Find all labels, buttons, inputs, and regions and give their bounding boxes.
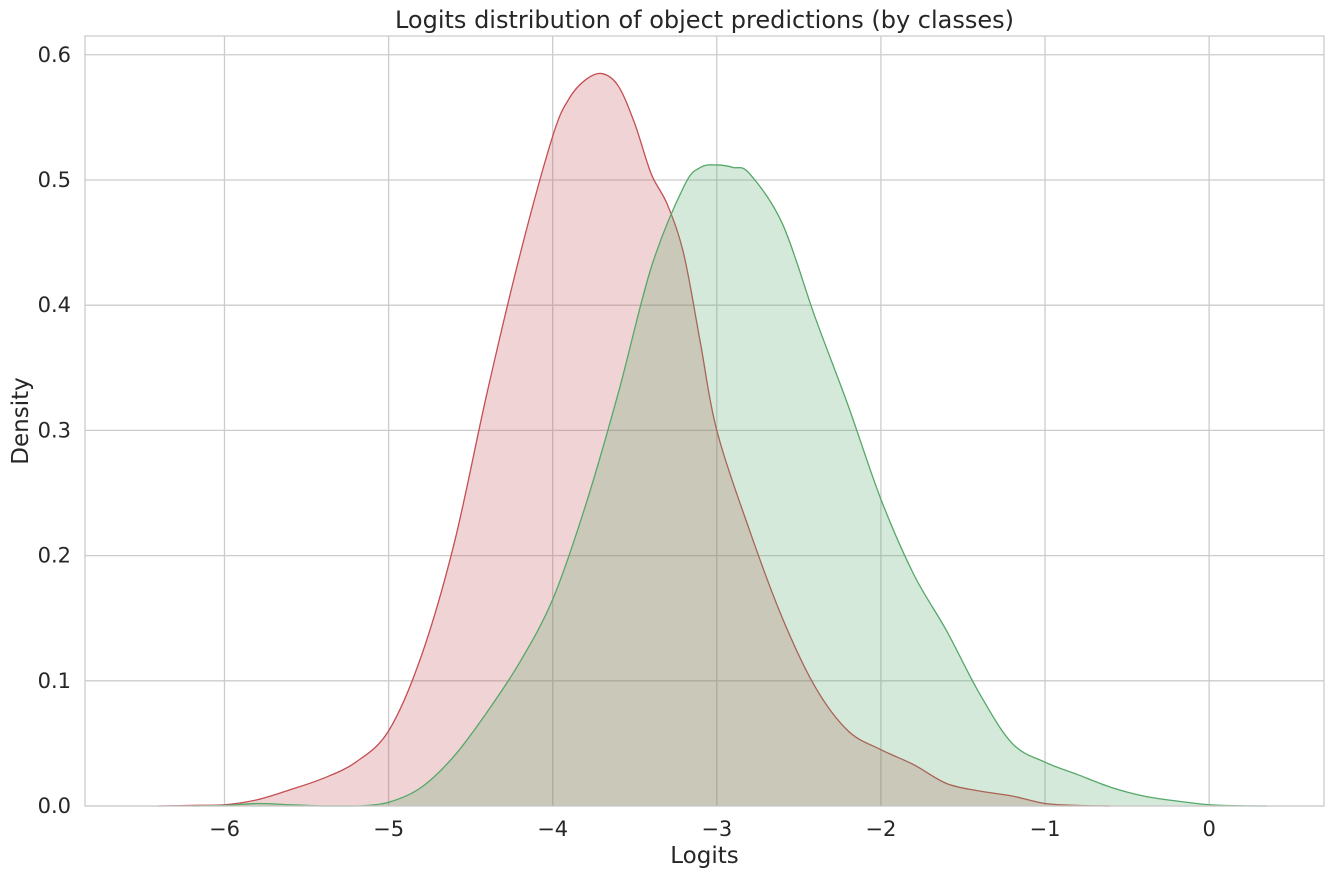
density-areas bbox=[158, 72, 1267, 807]
y-gridlines bbox=[85, 54, 1324, 807]
chart-title: Logits distribution of object prediction… bbox=[395, 6, 1014, 34]
density-line-series-2 bbox=[191, 164, 1267, 807]
y-tick-label: 0.5 bbox=[38, 168, 71, 192]
y-tick-label: 0.0 bbox=[38, 794, 71, 818]
density-line-series-1 bbox=[158, 72, 1111, 807]
x-tick-label: −1 bbox=[1030, 817, 1061, 841]
y-axis-title: Density bbox=[8, 377, 34, 464]
y-tick-labels: 0.0 0.1 0.2 0.3 0.4 0.5 0.6 bbox=[38, 43, 71, 818]
plot-frame bbox=[84, 35, 1325, 807]
x-tick-label: −6 bbox=[209, 817, 240, 841]
x-tick-labels: −6 −5 −4 −3 −2 −1 0 bbox=[209, 817, 1216, 841]
x-axis-title: Logits bbox=[670, 843, 738, 869]
y-tick-label: 0.4 bbox=[38, 293, 71, 317]
x-tick-label: −4 bbox=[537, 817, 568, 841]
x-tick-label: −2 bbox=[865, 817, 896, 841]
x-tick-label: 0 bbox=[1202, 817, 1215, 841]
y-tick-label: 0.3 bbox=[38, 418, 71, 442]
x-tick-label: −5 bbox=[373, 817, 404, 841]
density-fill-series-1 bbox=[158, 73, 1111, 806]
y-tick-label: 0.2 bbox=[38, 544, 71, 568]
y-tick-label: 0.1 bbox=[38, 669, 71, 693]
x-tick-label: −3 bbox=[701, 817, 732, 841]
y-tick-label: 0.6 bbox=[38, 43, 71, 67]
density-fill-series-2 bbox=[191, 164, 1267, 806]
